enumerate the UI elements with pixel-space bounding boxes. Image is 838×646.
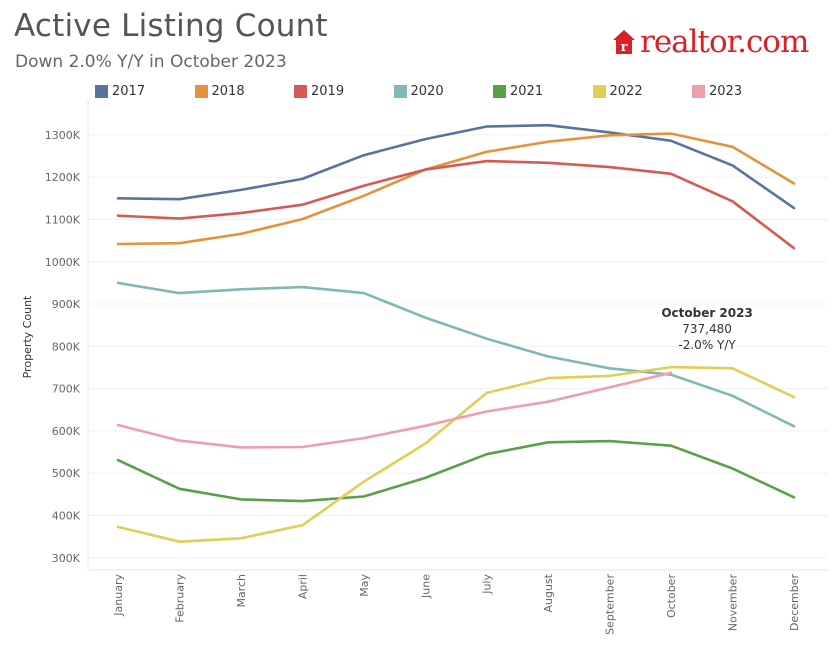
y-tick-label: 1200K [45, 171, 81, 184]
legend-label: 2018 [211, 84, 245, 99]
y-tick-label: 1000K [45, 256, 81, 269]
x-tick-label: April [296, 574, 309, 599]
y-tick-label: 1100K [45, 213, 81, 226]
series-line-2021 [116, 439, 796, 503]
x-tick-label: January [112, 574, 125, 617]
chart-subtitle: Down 2.0% Y/Y in October 2023 [15, 52, 287, 72]
legend-label: 2022 [609, 84, 643, 99]
legend-label: 2017 [112, 84, 146, 99]
series-line-2020 [116, 281, 796, 428]
realtor-logo: r realtor.com [612, 22, 809, 62]
legend-item-2020: 2020 [393, 84, 444, 99]
legend-swatch [95, 85, 108, 98]
x-tick-label: August [542, 573, 555, 612]
annotation-line: October 2023 [661, 306, 753, 320]
legend-swatch [393, 85, 407, 98]
y-tick-label: 300K [52, 552, 81, 565]
chart-title: Active Listing Count [14, 8, 328, 44]
x-tick-label: February [173, 574, 186, 623]
house-r-icon: r [613, 30, 635, 55]
annotation-line: -2.0% Y/Y [678, 338, 736, 352]
legend-item-2019: 2019 [294, 84, 344, 99]
x-tick-label: July [481, 574, 494, 595]
legend-swatch [692, 85, 705, 98]
y-tick-label: 900K [52, 298, 81, 311]
svg-text:r: r [621, 40, 628, 55]
y-tick-label: 500K [52, 467, 81, 480]
legend-swatch [493, 85, 506, 98]
legend-item-2021: 2021 [493, 84, 543, 99]
y-tick-label: 700K [52, 383, 81, 396]
y-axis-label: Property Count [21, 295, 34, 378]
legend-label: 2023 [709, 84, 743, 99]
logo-text: realtor.com [640, 24, 809, 60]
x-tick-label: September [604, 574, 617, 635]
y-tick-label: 400K [52, 509, 81, 522]
legend-swatch [294, 85, 307, 98]
legend-item-2023: 2023 [692, 84, 742, 99]
x-tick-label: May [358, 574, 371, 597]
legend-swatch [592, 85, 606, 98]
series-line-2023 [116, 371, 673, 449]
legend-item-2022: 2022 [592, 84, 643, 99]
y-tick-label: 800K [52, 340, 81, 353]
legend-swatch [194, 85, 208, 98]
y-tick-label: 600K [52, 425, 81, 438]
x-tick-label: October [665, 574, 678, 618]
y-tick-label: 1300K [45, 129, 81, 142]
legend-label: 2019 [311, 84, 345, 99]
legend-label: 2020 [410, 84, 444, 99]
legend-label: 2021 [510, 84, 544, 99]
x-tick-label: June [419, 574, 432, 599]
series-line-2017 [116, 123, 796, 210]
legend-item-2017: 2017 [95, 84, 145, 99]
x-tick-label: December [788, 574, 801, 632]
annotation-line: 737,480 [682, 322, 732, 336]
series-line-2019 [116, 159, 796, 250]
legend-item-2018: 2018 [194, 84, 245, 99]
x-tick-label: November [727, 574, 740, 632]
x-tick-label: March [235, 574, 248, 608]
series-line-2018 [116, 132, 796, 246]
